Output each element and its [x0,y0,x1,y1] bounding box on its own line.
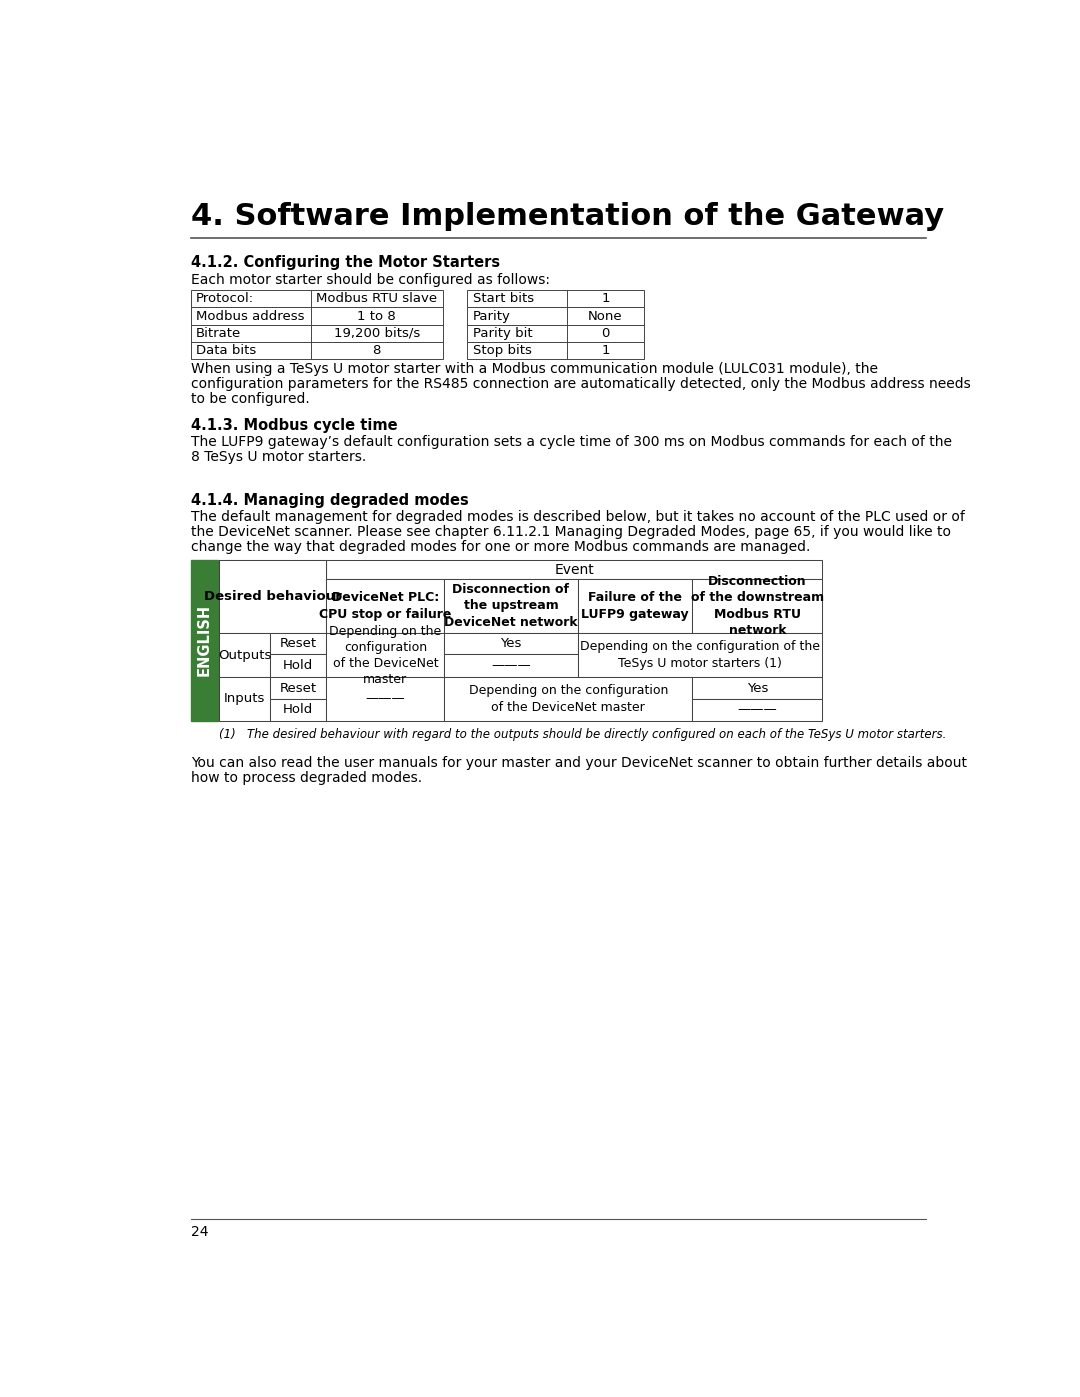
Text: None: None [589,310,623,323]
Text: Reset: Reset [280,682,316,694]
Text: Parity: Parity [473,310,511,323]
Bar [326,560,823,578]
Bar [578,633,823,678]
Text: Outputs: Outputs [218,648,271,662]
Text: 24: 24 [191,1225,208,1239]
Bar [191,560,218,721]
Bar [326,633,444,678]
Bar [692,698,823,721]
Bar [270,678,326,698]
Text: configuration parameters for the RS485 connection are automatically detected, on: configuration parameters for the RS485 c… [191,377,971,391]
Bar [692,678,823,698]
Bar [270,654,326,678]
Text: Reset: Reset [280,637,316,650]
Text: Modbus RTU slave: Modbus RTU slave [316,292,437,305]
Text: 4.1.3. Modbus cycle time: 4.1.3. Modbus cycle time [191,418,397,433]
Text: 4.1.4. Managing degraded modes: 4.1.4. Managing degraded modes [191,493,469,507]
Bar [191,291,443,307]
Bar [444,654,578,678]
Text: Disconnection of
the upstream
DeviceNet network: Disconnection of the upstream DeviceNet … [444,583,578,629]
Text: Inputs: Inputs [224,693,266,705]
Bar [219,560,326,633]
Bar [444,633,578,654]
Text: Parity bit: Parity bit [473,327,532,339]
Text: Bitrate: Bitrate [197,327,242,339]
Bar [191,324,443,342]
Text: 19,200 bits/s: 19,200 bits/s [334,327,420,339]
Text: ———: ——— [365,693,405,705]
Bar [191,307,443,324]
Text: 4.1.2. Configuring the Motor Starters: 4.1.2. Configuring the Motor Starters [191,256,500,271]
Text: Hold: Hold [283,659,313,672]
Text: Yes: Yes [500,637,522,650]
Text: DeviceNet PLC:
CPU stop or failure: DeviceNet PLC: CPU stop or failure [319,591,451,620]
Bar [444,678,692,721]
Text: Disconnection
of the downstream
Modbus RTU
network: Disconnection of the downstream Modbus R… [691,574,824,637]
Text: Depending on the
configuration
of the DeviceNet
master: Depending on the configuration of the De… [329,624,442,686]
Text: Depending on the configuration of the
TeSys U motor starters (1): Depending on the configuration of the Te… [580,640,820,671]
Text: Event: Event [554,563,594,577]
Bar [578,578,692,633]
Text: the DeviceNet scanner. Please see chapter 6.11.2.1 Managing Degraded Modes, page: the DeviceNet scanner. Please see chapte… [191,524,950,538]
Text: 0: 0 [602,327,609,339]
Bar [692,578,823,633]
Bar [219,560,326,578]
Text: how to process degraded modes.: how to process degraded modes. [191,771,422,785]
Bar [191,342,443,359]
Text: 1: 1 [602,344,610,358]
Text: Failure of the
LUFP9 gateway: Failure of the LUFP9 gateway [581,591,689,620]
Text: to be configured.: to be configured. [191,391,310,405]
Text: Depending on the configuration
of the DeviceNet master: Depending on the configuration of the De… [469,685,667,714]
Text: Data bits: Data bits [197,344,256,358]
Text: Protocol:: Protocol: [197,292,255,305]
Bar [468,342,644,359]
Text: ———: ——— [491,659,530,672]
Text: 8 TeSys U motor starters.: 8 TeSys U motor starters. [191,450,366,464]
Bar [468,307,644,324]
Bar [468,291,644,307]
Text: (1)   The desired behaviour with regard to the outputs should be directly config: (1) The desired behaviour with regard to… [219,728,947,742]
Text: 4. Software Implementation of the Gateway: 4. Software Implementation of the Gatewa… [191,203,944,232]
Bar [326,578,444,633]
Text: The LUFP9 gateway’s default configuration sets a cycle time of 300 ms on Modbus : The LUFP9 gateway’s default configuratio… [191,434,951,448]
Text: The default management for degraded modes is described below, but it takes no ac: The default management for degraded mode… [191,510,964,524]
Bar [326,678,444,721]
Text: 1 to 8: 1 to 8 [357,310,396,323]
Text: Modbus address: Modbus address [197,310,305,323]
Bar [219,633,270,678]
Text: Start bits: Start bits [473,292,534,305]
Text: Each motor starter should be configured as follows:: Each motor starter should be configured … [191,274,550,288]
Text: Yes: Yes [746,682,768,694]
Text: 8: 8 [373,344,381,358]
Text: You can also read the user manuals for your master and your DeviceNet scanner to: You can also read the user manuals for y… [191,756,967,770]
Text: Hold: Hold [283,703,313,717]
Text: 1: 1 [602,292,610,305]
Text: change the way that degraded modes for one or more Modbus commands are managed.: change the way that degraded modes for o… [191,539,810,553]
Bar [270,698,326,721]
Text: When using a TeSys U motor starter with a Modbus communication module (LULC031 m: When using a TeSys U motor starter with … [191,362,878,376]
Bar [444,578,578,633]
Bar [270,633,326,654]
Bar [219,678,270,721]
Text: ———: ——— [738,703,778,717]
Text: Desired behaviour: Desired behaviour [204,590,342,604]
Text: ENGLISH: ENGLISH [197,605,212,676]
Bar [468,324,644,342]
Text: Stop bits: Stop bits [473,344,531,358]
